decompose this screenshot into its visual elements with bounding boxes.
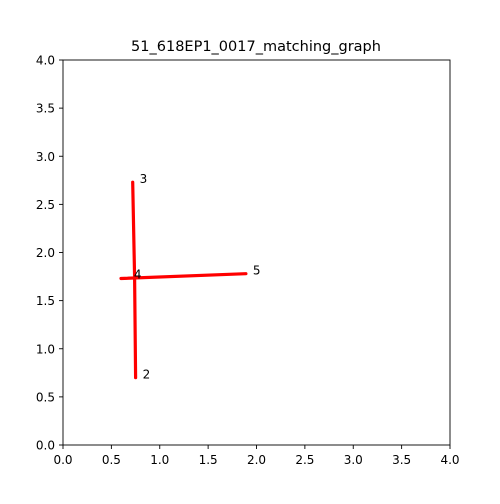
x-tick-label: 3.5 [392, 453, 411, 467]
axes-frame [62, 59, 451, 446]
y-tick-label: 1.5 [36, 294, 55, 308]
x-tick-label: 3.0 [344, 453, 363, 467]
x-tick-label: 1.5 [199, 453, 218, 467]
node-label: 5 [253, 264, 261, 278]
x-tick-label: 2.5 [295, 453, 314, 467]
y-tick-label: 0.0 [36, 439, 55, 453]
plot-area: 0.0 0.5 1.0 1.5 2.0 2.5 3.0 3.5 4.0 0.0 0.5 1.0 1.5 2… [36, 54, 460, 468]
x-tick-label: 0.5 [102, 453, 121, 467]
node-label: 2 [143, 368, 151, 382]
graph-edge-1 [133, 275, 138, 380]
y-tick-label: 1.0 [36, 342, 55, 356]
graph-edge-0 [131, 180, 137, 280]
y-tick-label: 3.5 [36, 102, 55, 116]
graph-edge-2 [119, 272, 248, 281]
y-tick-label: 2.5 [36, 198, 55, 212]
x-tick-label: 2.0 [247, 453, 266, 467]
x-tick-label: 1.0 [150, 453, 169, 467]
y-tick-label: 0.5 [36, 390, 55, 404]
axes-background [63, 60, 450, 445]
y-tick-label: 3.0 [36, 150, 55, 164]
chart-title: 51_618EP1_0017_matching_graph [131, 39, 381, 55]
y-tick-label: 2.0 [36, 246, 55, 260]
node-label: 3 [140, 172, 148, 186]
y-tick-label: 4.0 [36, 54, 55, 68]
x-tick-label: 0.0 [53, 453, 72, 467]
x-tick-label: 4.0 [440, 453, 459, 467]
node-label: 4 [134, 268, 142, 282]
